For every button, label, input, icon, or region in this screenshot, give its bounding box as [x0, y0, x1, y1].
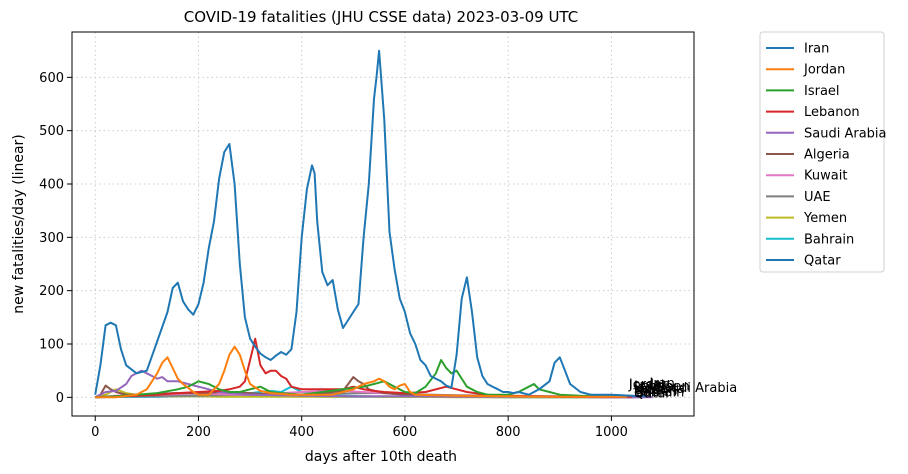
y-tick-label: 200: [39, 284, 64, 299]
legend-label: Iran: [804, 42, 829, 57]
y-axis-ticks: 0 100 200 300 400 500 600: [39, 71, 72, 406]
x-tick-label: 1000: [595, 425, 628, 440]
chart-title: COVID-19 fatalities (JHU CSSE data) 2023…: [184, 8, 578, 26]
legend-label: Bahrain: [804, 232, 854, 247]
x-tick-label: 400: [289, 425, 314, 440]
y-tick-label: 300: [39, 231, 64, 246]
x-axis-label: days after 10th death: [305, 449, 457, 465]
end-label: Lebanon: [634, 380, 690, 395]
plot-frame: [71, 31, 695, 417]
end-label: Qatar: [634, 386, 671, 401]
series-line-iran: [94, 49, 648, 398]
end-label: Algeria: [639, 382, 685, 397]
legend: Iran Jordan Israel Lebanon Saudi Arabia Alger…: [759, 31, 887, 273]
y-axis-label: new fatalities/day (linear): [11, 134, 27, 313]
legend-label: Saudi Arabia: [804, 126, 887, 141]
y-tick-label: 0: [56, 391, 64, 406]
x-axis-ticks: 0 200 400 600 800 1000: [91, 416, 628, 440]
legend-label: Algeria: [804, 148, 850, 163]
end-label: Kuwait: [634, 383, 677, 398]
end-label: Jordan: [628, 378, 670, 393]
legend-label: Kuwait: [804, 169, 847, 184]
series-line-saudi-arabia: [94, 369, 653, 399]
legend-label: Lebanon: [804, 105, 860, 120]
series-line-jordan: [95, 345, 627, 399]
legend-label: Yemen: [803, 211, 847, 226]
legend-label: Qatar: [804, 254, 841, 269]
y-tick-label: 100: [39, 338, 64, 353]
end-label: Saudi Arabia: [655, 381, 738, 396]
end-label: Yemen: [633, 385, 677, 400]
series-lines: [94, 49, 653, 399]
x-tick-label: 600: [393, 425, 418, 440]
legend-label: Israel: [804, 84, 840, 99]
legend-label: Jordan: [803, 63, 845, 78]
end-label: Bahrain: [634, 385, 684, 400]
series-line-israel: [95, 359, 627, 399]
y-tick-label: 400: [39, 178, 64, 193]
x-tick-label: 800: [496, 425, 521, 440]
legend-frame: [759, 31, 885, 273]
y-tick-label: 600: [39, 71, 64, 86]
legend-label: UAE: [804, 190, 831, 205]
x-tick-label: 200: [186, 425, 211, 440]
end-label: Iran: [650, 376, 675, 391]
series-line-lebanon: [95, 337, 633, 399]
x-tick-label: 0: [91, 425, 99, 440]
y-tick-label: 500: [39, 124, 64, 139]
end-label: Israel: [629, 379, 665, 394]
end-label: UAE: [634, 383, 661, 398]
